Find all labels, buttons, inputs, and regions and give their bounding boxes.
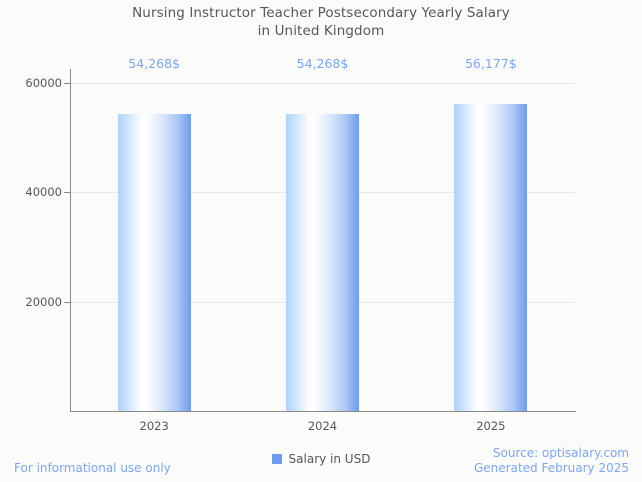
bar-value-label-2025: 56,177$ — [464, 56, 517, 71]
y-axis-line — [70, 69, 71, 412]
legend-item-salary[interactable]: Salary in USD — [263, 449, 379, 469]
bar-value-label-2024: 54,268$ — [296, 56, 349, 71]
legend-swatch-icon — [271, 454, 282, 464]
y-tick-mark — [64, 82, 70, 84]
chart-legend: Salary in USD — [0, 449, 642, 469]
x-tick-label-2024: 2024 — [307, 419, 338, 433]
gridline — [70, 82, 575, 84]
footer-source: Source: optisalary.com — [492, 446, 629, 460]
bar-value-label-2023: 54,268$ — [128, 56, 181, 71]
y-tick-mark — [64, 192, 70, 194]
y-tick-label: 60000 — [25, 75, 62, 90]
bar-2025[interactable] — [454, 103, 528, 411]
x-tick-label-2023: 2023 — [139, 419, 169, 433]
chart-title: Nursing Instructor Teacher Postsecondary… — [132, 5, 510, 39]
footer-disclaimer: For informational use only — [14, 461, 171, 475]
bar-2024[interactable] — [286, 114, 359, 411]
y-tick-label: 20000 — [25, 294, 62, 309]
footer-generated: Generated February 2025 — [473, 461, 629, 475]
y-tick-label: 40000 — [25, 185, 62, 200]
bar-2023[interactable] — [117, 114, 191, 411]
x-tick-label-2025: 2025 — [476, 419, 506, 433]
x-axis-line — [70, 411, 576, 412]
footer-source-block: Source: optisalary.com Generated Februar… — [474, 446, 629, 476]
y-tick-mark — [64, 301, 70, 303]
legend-label: Salary in USD — [288, 452, 371, 466]
